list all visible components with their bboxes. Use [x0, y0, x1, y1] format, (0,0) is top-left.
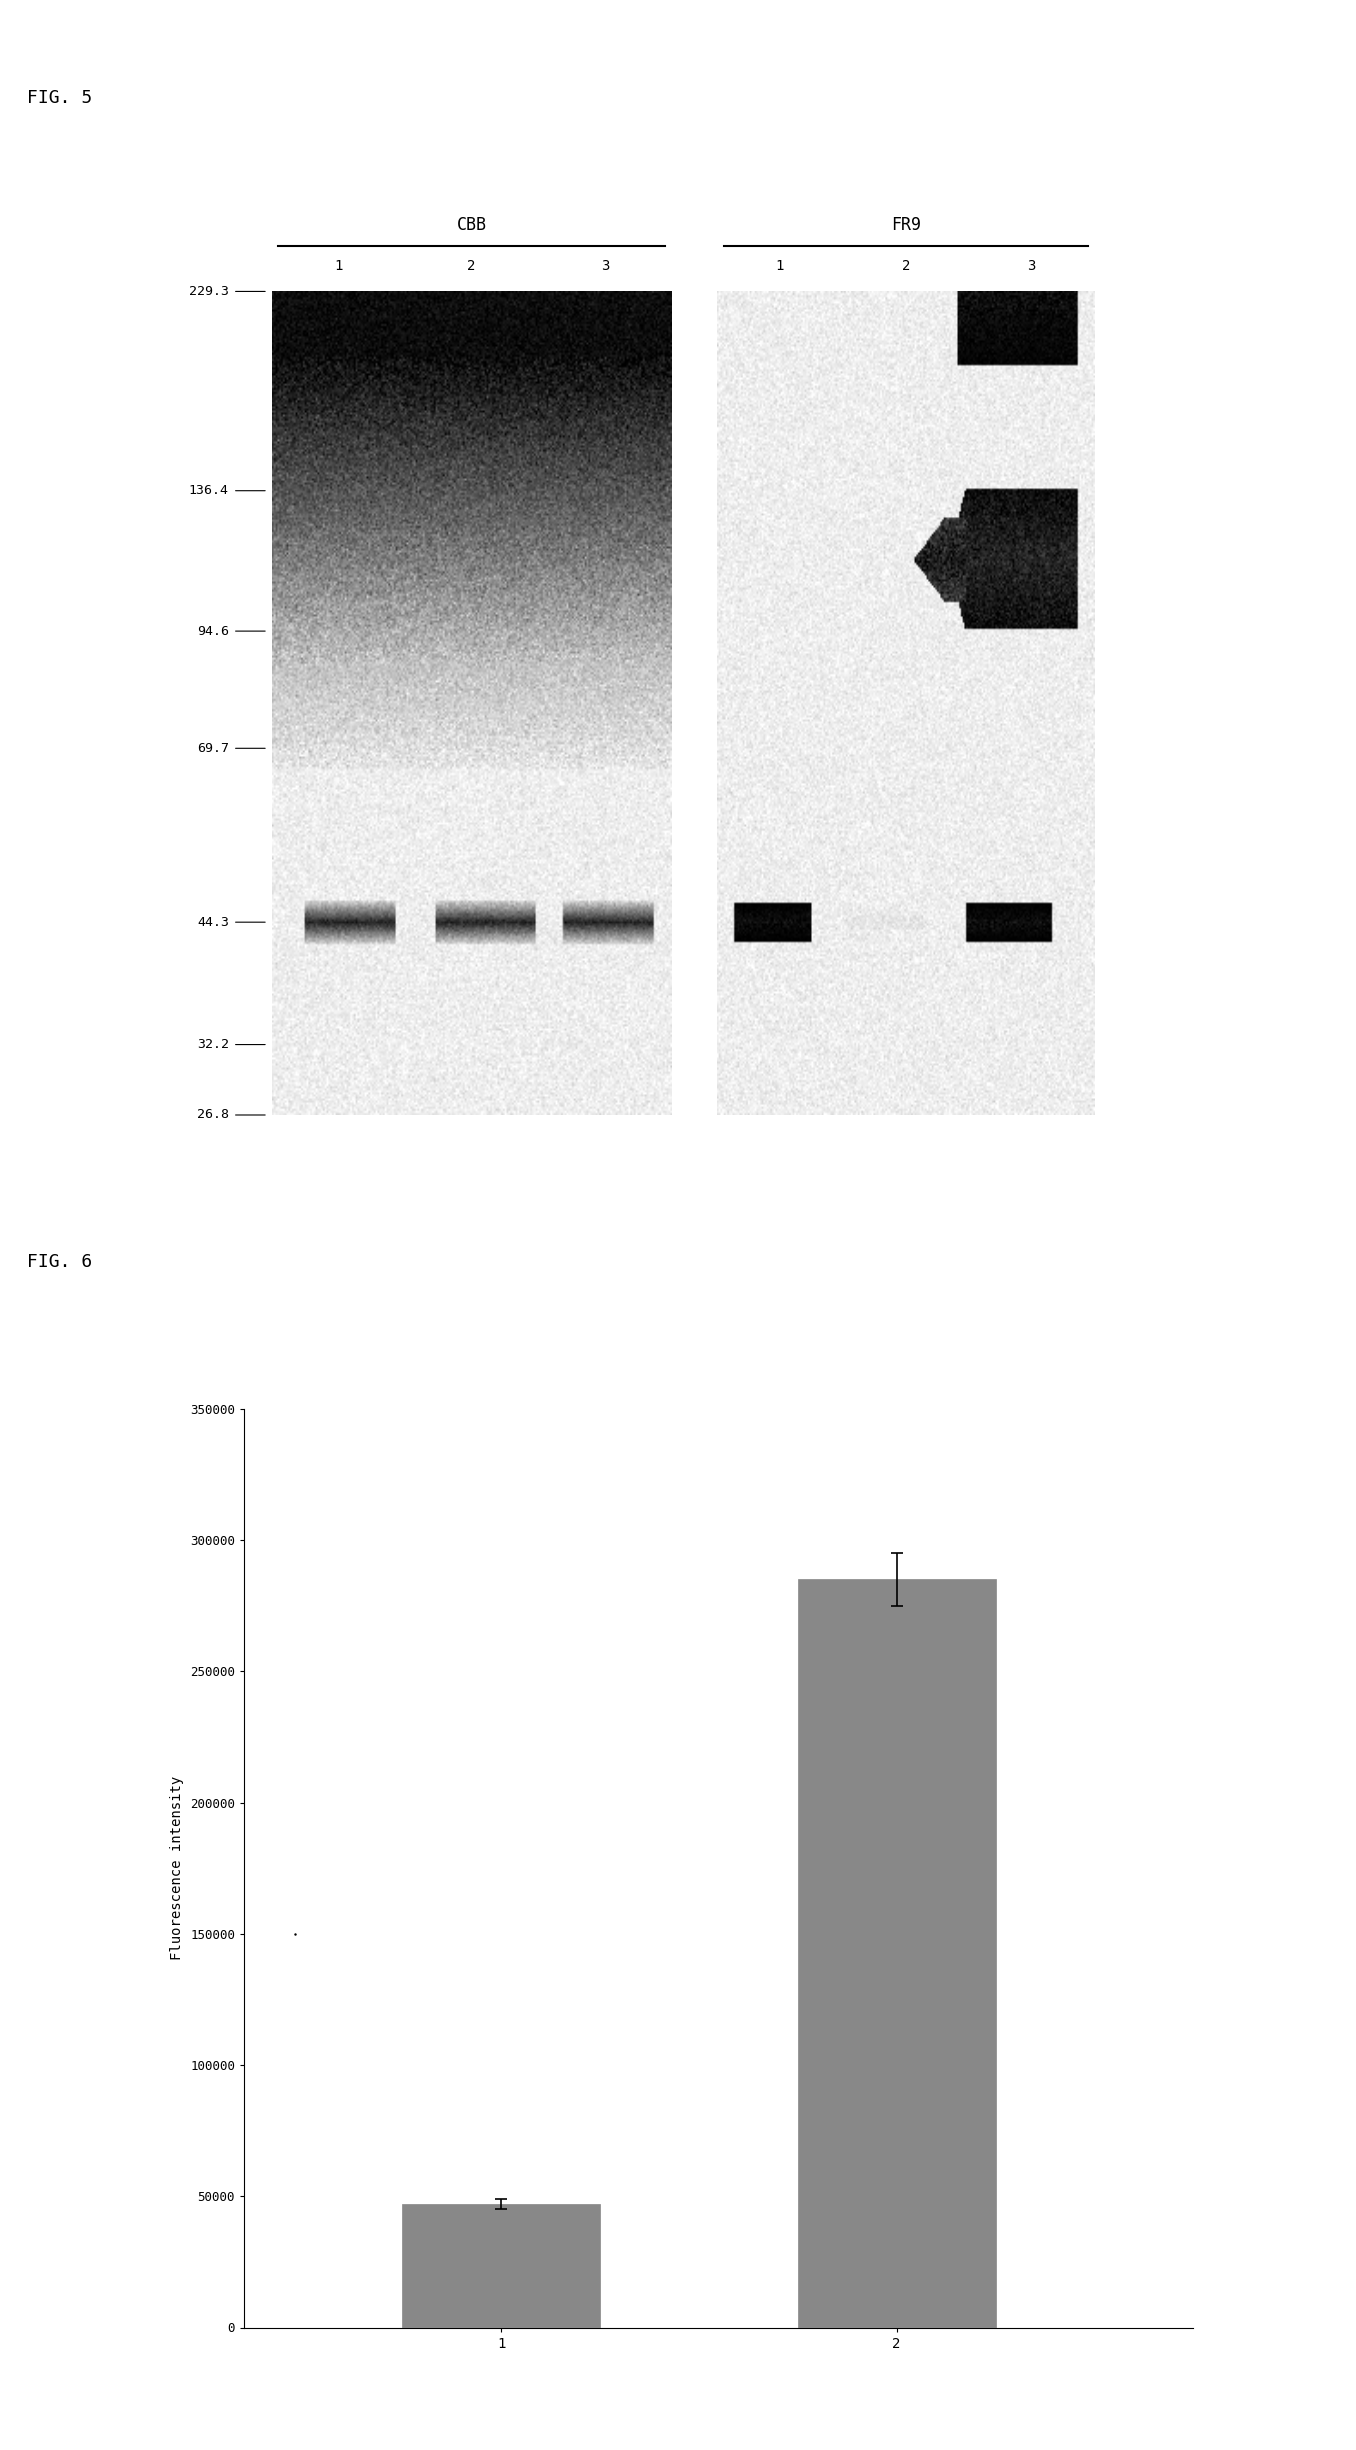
Text: 26.8: 26.8	[197, 1107, 229, 1122]
Text: 1: 1	[776, 260, 784, 272]
Text: CBB: CBB	[457, 216, 487, 235]
Text: 229.3: 229.3	[188, 284, 229, 299]
Text: 3: 3	[1028, 260, 1036, 272]
Text: 94.6: 94.6	[197, 625, 229, 637]
Text: 1: 1	[335, 260, 343, 272]
Text: FR9: FR9	[891, 216, 921, 235]
Text: FIG. 6: FIG. 6	[27, 1252, 92, 1272]
Y-axis label: Fluorescence intensity: Fluorescence intensity	[171, 1776, 184, 1960]
Text: FIG. 5: FIG. 5	[27, 88, 92, 108]
Text: 3: 3	[601, 260, 609, 272]
Text: 2: 2	[468, 260, 476, 272]
Text: 44.3: 44.3	[197, 916, 229, 929]
Text: 2: 2	[902, 260, 910, 272]
Text: 69.7: 69.7	[197, 742, 229, 755]
Bar	[797, 1580, 995, 2328]
Bar	[403, 2205, 599, 2328]
Text: 32.2: 32.2	[197, 1039, 229, 1051]
Text: 136.4: 136.4	[188, 485, 229, 497]
